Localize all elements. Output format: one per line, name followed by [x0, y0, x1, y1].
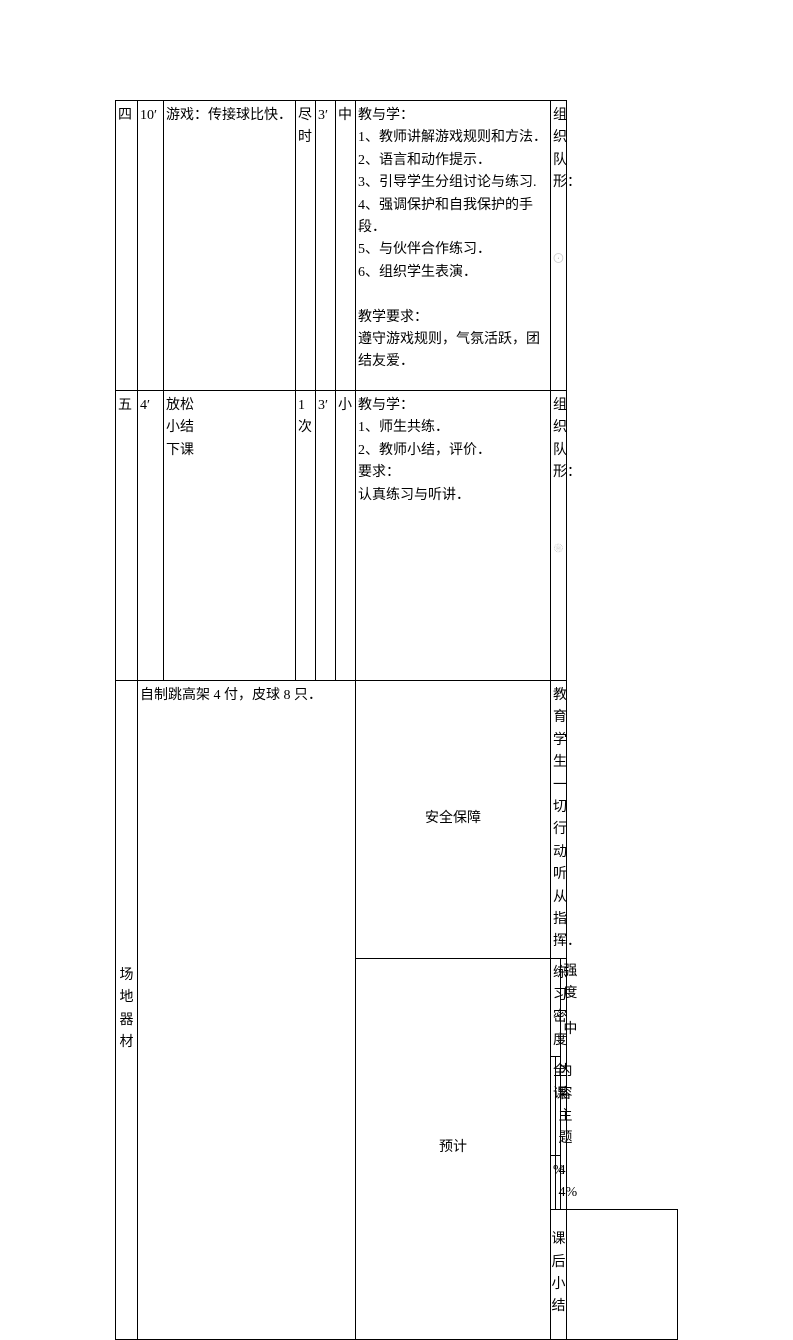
col-intensity: 中 — [336, 101, 356, 391]
density-label: 练习密度 — [551, 959, 561, 1057]
reps-bot: 时 — [298, 127, 312, 149]
activity-row-4: 四 10′ 游戏：传接球比快． 尽 时 3′ 中 教与学： 1、教师讲解游戏规则… — [116, 101, 678, 391]
col-reps: 尽 时 — [296, 101, 316, 391]
summary-label-char: 课 — [551, 1229, 565, 1251]
safety-label-text: 安全保障 — [425, 811, 481, 826]
equip-label-char: 地 — [120, 987, 134, 1009]
summary-content — [566, 1209, 677, 1339]
formation-diagram-scatter: △ — [553, 493, 564, 603]
forecast-cell: 预计 — [356, 958, 551, 1339]
col-reps: 1次 — [296, 391, 316, 681]
activity-row-5: 五 4′ 放松 小结 下课 1次 3′ 小 教与学： 1、师生共练． 2、教师小… — [116, 391, 678, 681]
col-formation: 组织队形： △ — [551, 391, 567, 681]
safety-label: 安全保障 — [356, 681, 551, 959]
equip-label-char: 材 — [120, 1032, 134, 1054]
safety-text: 教育学生一切行动听从指挥． — [551, 681, 567, 959]
reps-top: 尽 — [298, 105, 312, 127]
lesson-plan-table: 四 10′ 游戏：传接球比快． 尽 时 3′ 中 教与学： 1、教师讲解游戏规则… — [115, 100, 678, 1340]
formation-diagram-circle: △ — [553, 203, 564, 313]
density-subtable-cell: 练习密度 强度 中 全课 内容主题 % 44% — [551, 958, 567, 1209]
equipment-safety-row: 场 地 器 材 自制跳高架 4 付，皮球 8 只． 安全保障 教育学生一切行动听… — [116, 681, 678, 959]
density-subtable: 练习密度 强度 中 全课 内容主题 % 44% — [551, 959, 566, 1209]
col-time: 4′ — [138, 391, 164, 681]
col-intensity: 小 — [336, 391, 356, 681]
col-formation: 组织队形： △ — [551, 101, 567, 391]
col-number: 五 — [116, 391, 138, 681]
summary-label-char: 结 — [551, 1296, 565, 1318]
col-duration: 3′ — [316, 391, 336, 681]
col-time: 10′ — [138, 101, 164, 391]
content-line: 放松 — [166, 395, 194, 417]
svg-text:△: △ — [558, 547, 559, 549]
equip-label-char: 场 — [120, 965, 134, 987]
equip-label-char: 器 — [120, 1010, 134, 1032]
formation-label: 组织队形： — [553, 105, 564, 195]
formation-label: 组织队形： — [553, 395, 564, 485]
svg-text:△: △ — [558, 257, 559, 259]
equip-text: 自制跳高架 4 付，皮球 8 只． — [138, 681, 356, 1340]
summary-label-char: 后 — [551, 1252, 565, 1274]
col-teaching: 教与学： 1、教师讲解游戏规则和方法． 2、语言和动作提示． 3、引导学生分组讨… — [356, 101, 551, 391]
col-content: 放松 小结 下课 — [164, 391, 296, 681]
col-content: 游戏：传接球比快． — [164, 101, 296, 391]
col-teaching: 教与学： 1、师生共练． 2、教师小结，评价． 要求： 认真练习与听讲． — [356, 391, 551, 681]
col-duration: 3′ — [316, 101, 336, 391]
summary-label-char: 小 — [551, 1274, 565, 1296]
content-line: 小结 — [166, 417, 194, 439]
summary-label-cell: 课 后 小 结 — [551, 1209, 567, 1339]
equip-label-cell: 场 地 器 材 — [116, 681, 138, 1340]
col-number: 四 — [116, 101, 138, 391]
content-line: 下课 — [166, 440, 194, 462]
